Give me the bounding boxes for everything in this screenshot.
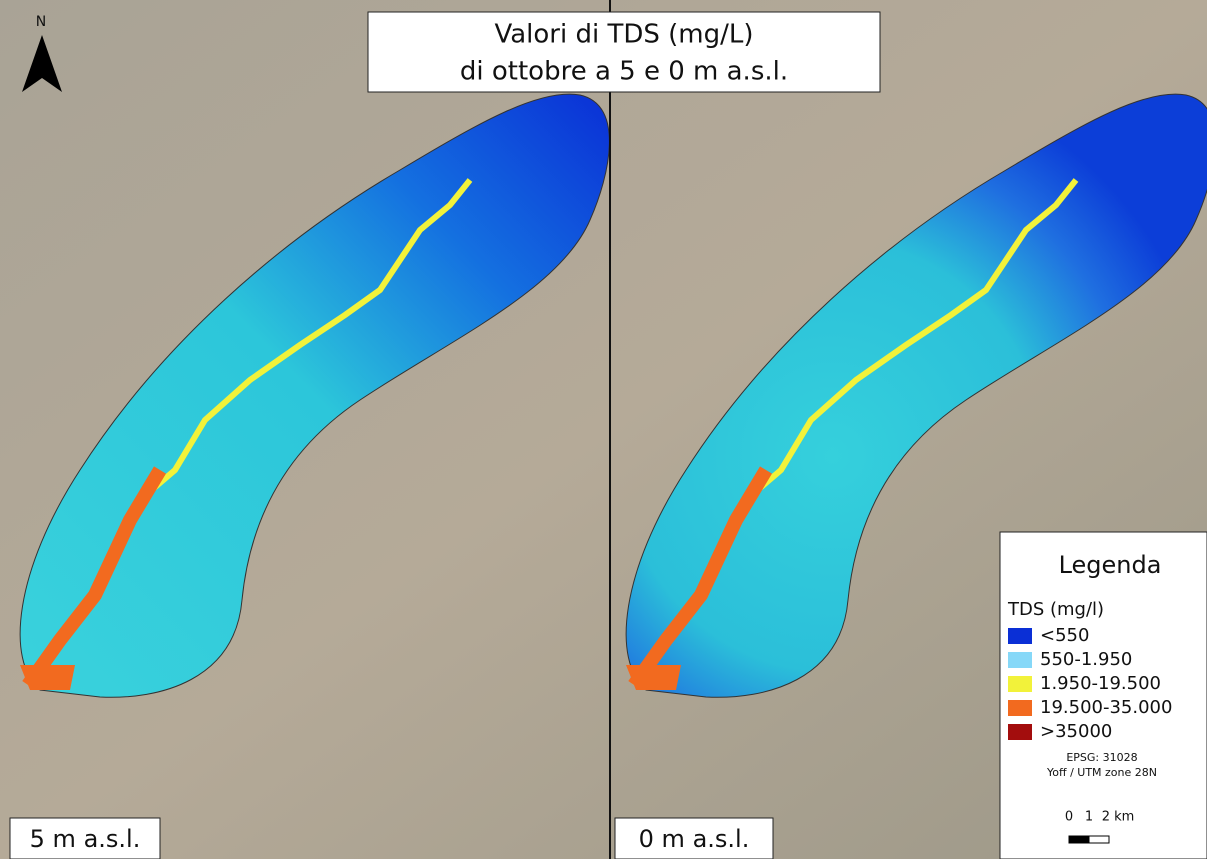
legend-swatch bbox=[1008, 724, 1032, 740]
scale-bar bbox=[1089, 836, 1109, 843]
legend-subtitle: TDS (mg/l) bbox=[1007, 599, 1104, 620]
legend-label: >35000 bbox=[1040, 721, 1112, 742]
legend-swatch bbox=[1008, 700, 1032, 716]
legend-swatch bbox=[1008, 628, 1032, 644]
scale-label: 0 bbox=[1065, 810, 1073, 825]
scale-label: 1 bbox=[1085, 810, 1093, 825]
legend-title: Legenda bbox=[1059, 551, 1162, 579]
legend-label: 550-1.950 bbox=[1040, 649, 1132, 670]
legend-label: <550 bbox=[1040, 625, 1089, 646]
scale-label: 2 km bbox=[1102, 810, 1135, 825]
title-line: di ottobre a 5 e 0 m a.s.l. bbox=[460, 57, 788, 87]
panel-label: 0 m a.s.l. bbox=[639, 825, 750, 853]
legend-label: 1.950-19.500 bbox=[1040, 673, 1161, 694]
legend-label: 19.500-35.000 bbox=[1040, 697, 1172, 718]
title-line: Valori di TDS (mg/L) bbox=[494, 20, 753, 50]
legend-swatch bbox=[1008, 652, 1032, 668]
map: Valori di TDS (mg/L) di ottobre a 5 e 0 … bbox=[0, 0, 1207, 859]
panel-label: 5 m a.s.l. bbox=[30, 825, 141, 853]
crs-label: Yoff / UTM zone 28N bbox=[1046, 766, 1157, 779]
north-label: N bbox=[36, 14, 46, 30]
scale-bar bbox=[1069, 836, 1089, 843]
crs-label: EPSG: 31028 bbox=[1066, 751, 1137, 764]
legend-swatch bbox=[1008, 676, 1032, 692]
